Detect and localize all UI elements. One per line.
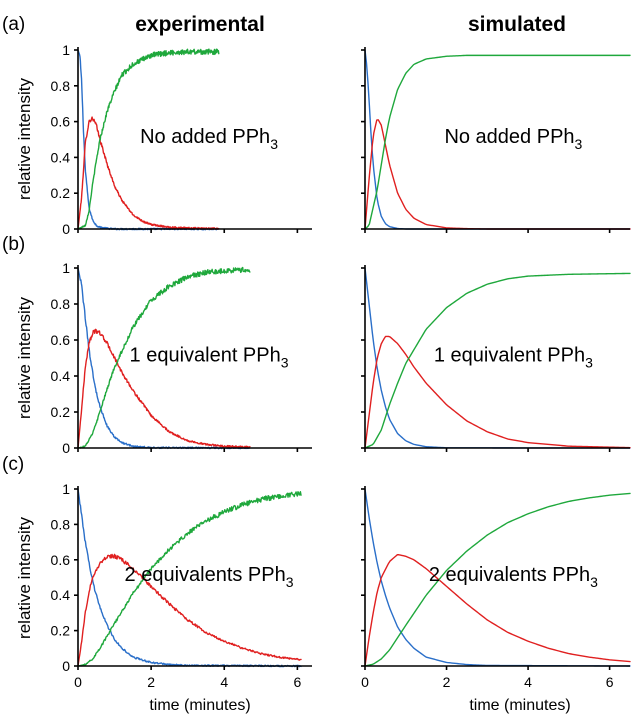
column-title-simulated: simulated: [468, 13, 566, 36]
series-green-line: [364, 54, 631, 230]
panel-a-experimental: 0 0.2 0.4 0.6 0.8 1 No added PPh3: [51, 42, 312, 237]
row-label-a: (a): [2, 14, 25, 35]
series-red-line: [77, 116, 220, 230]
panel-annotation: No added PPh3: [444, 126, 582, 152]
y-tick-label: 0: [62, 658, 70, 674]
y-tick-label: 0.4: [51, 587, 71, 603]
panel-annotation: 1 equivalent PPh3: [130, 345, 289, 371]
series-green-line: [77, 266, 251, 449]
x-tick-label: 0: [74, 674, 82, 690]
series-green-line: [77, 48, 220, 230]
series-green-line: [364, 272, 631, 449]
y-tick-label: 0.4: [51, 368, 71, 384]
y-tick-label: 0.2: [51, 185, 71, 201]
panel-b-simulated: 1 equivalent PPh3: [361, 265, 631, 452]
panel-annotation: No added PPh3: [140, 126, 278, 152]
panel-annotation: 2 equivalents PPh3: [125, 564, 294, 590]
y-axis-title-c: relative intensity: [15, 517, 34, 639]
panel-annotation: 1 equivalent PPh3: [434, 345, 593, 371]
y-tick-label: 0.8: [51, 296, 71, 312]
y-tick-label: 0.2: [51, 623, 71, 639]
y-tick-label: 1: [62, 260, 70, 276]
y-tick-label: 0.4: [51, 149, 71, 165]
panel-c-experimental: 0 0.2 0.4 0.6 0.8 1 0 2 4 6 2 equivalents PPh3: [51, 481, 312, 690]
column-title-experimental: experimental: [135, 13, 265, 36]
x-tick-label: 2: [443, 674, 451, 690]
y-axis-title-a: relative intensity: [15, 78, 34, 200]
x-tick-label: 0: [361, 674, 369, 690]
x-tick-label: 6: [293, 674, 301, 690]
y-tick-label: 0.8: [51, 78, 71, 94]
y-tick-label: 0.6: [51, 332, 71, 348]
x-tick-label: 4: [220, 674, 228, 690]
series-red-line: [77, 553, 302, 667]
y-tick-label: 1: [62, 481, 70, 497]
series-red-line: [364, 553, 631, 667]
y-tick-label: 0.6: [51, 552, 71, 568]
y-tick-label: 0: [62, 221, 70, 237]
y-tick-label: 0.8: [51, 516, 71, 532]
y-tick-label: 1: [62, 42, 70, 58]
y-axis-title-b: relative intensity: [15, 297, 34, 419]
series-red-line: [77, 328, 251, 449]
series-green-line: [77, 491, 302, 667]
y-tick-label: 0.6: [51, 114, 71, 130]
x-tick-label: 2: [147, 674, 155, 690]
row-label-b: (b): [2, 234, 25, 255]
panel-a-simulated: No added PPh3: [361, 47, 631, 233]
y-tick-label: 0.2: [51, 404, 71, 420]
series-red-line: [364, 335, 631, 449]
x-tick-label: 6: [606, 674, 614, 690]
panel-c-simulated: 0 2 4 6 2 equivalents PPh3: [361, 486, 631, 690]
y-tick-label: 0: [62, 440, 70, 456]
x-axis-title-simulated: time (minutes): [469, 697, 570, 714]
x-axis-title-experimental: time (minutes): [149, 697, 250, 714]
x-tick-label: 4: [524, 674, 532, 690]
panel-annotation: 2 equivalents PPh3: [429, 564, 598, 590]
series-green-line: [364, 492, 631, 667]
row-label-c: (c): [2, 454, 24, 475]
panel-b-experimental: 0 0.2 0.4 0.6 0.8 1 1 equivalent PPh3: [51, 260, 312, 456]
